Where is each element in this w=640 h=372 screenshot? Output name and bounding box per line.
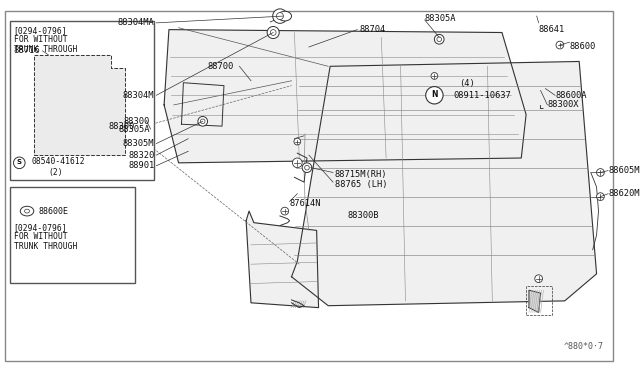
- Ellipse shape: [292, 158, 302, 168]
- Text: [0294-0796]: [0294-0796]: [13, 26, 67, 35]
- Ellipse shape: [437, 37, 442, 42]
- Text: 88600E: 88600E: [38, 206, 68, 216]
- Text: ^880*0·7: ^880*0·7: [563, 342, 604, 351]
- Text: TRUNK THROUGH: TRUNK THROUGH: [13, 45, 77, 54]
- Polygon shape: [246, 211, 319, 308]
- Ellipse shape: [273, 9, 287, 23]
- Polygon shape: [529, 290, 541, 312]
- Text: 88765 (LH): 88765 (LH): [335, 180, 387, 189]
- Text: N: N: [431, 90, 438, 99]
- Text: 88304MA: 88304MA: [118, 18, 154, 28]
- Text: 88901: 88901: [128, 161, 154, 170]
- Text: [0294-0796]: [0294-0796]: [13, 223, 67, 232]
- Ellipse shape: [305, 165, 309, 170]
- Ellipse shape: [106, 139, 116, 148]
- Text: 88715M(RH): 88715M(RH): [335, 170, 387, 179]
- Ellipse shape: [278, 11, 292, 21]
- Text: FOR WITHOUT: FOR WITHOUT: [13, 232, 67, 241]
- Text: 88300B: 88300B: [348, 211, 379, 221]
- Bar: [10, 187, 135, 283]
- Text: 88305M: 88305M: [123, 139, 154, 148]
- Ellipse shape: [276, 13, 284, 20]
- Ellipse shape: [535, 275, 543, 282]
- Text: 88300: 88300: [124, 117, 150, 126]
- Text: 88700: 88700: [207, 62, 234, 71]
- Ellipse shape: [24, 209, 29, 213]
- Polygon shape: [164, 30, 526, 163]
- Ellipse shape: [435, 35, 444, 44]
- Bar: [10, 21, 154, 180]
- Text: 88305A: 88305A: [425, 13, 456, 23]
- Text: 88605M: 88605M: [608, 166, 639, 175]
- Text: TRUNK THROUGH: TRUNK THROUGH: [13, 242, 77, 251]
- Text: (4): (4): [460, 79, 476, 88]
- Ellipse shape: [596, 169, 604, 176]
- Ellipse shape: [267, 26, 279, 39]
- Text: 88320: 88320: [128, 151, 154, 160]
- Ellipse shape: [20, 206, 34, 216]
- Ellipse shape: [198, 116, 207, 126]
- Ellipse shape: [556, 41, 564, 49]
- Ellipse shape: [142, 116, 152, 126]
- Ellipse shape: [145, 119, 149, 124]
- Text: 88716: 88716: [13, 46, 40, 55]
- Ellipse shape: [302, 163, 312, 173]
- Text: FOR WITHOUT: FOR WITHOUT: [13, 35, 67, 44]
- Text: 88620M: 88620M: [608, 189, 639, 198]
- Ellipse shape: [596, 193, 604, 201]
- Text: 88305A: 88305A: [118, 125, 150, 134]
- Text: ⌞: ⌞: [538, 100, 543, 110]
- Text: 88300: 88300: [109, 122, 135, 131]
- Ellipse shape: [200, 119, 205, 124]
- Ellipse shape: [294, 138, 301, 145]
- Text: 08540-41612: 08540-41612: [32, 157, 86, 166]
- Text: 08911-10637: 08911-10637: [454, 91, 511, 100]
- Text: 88304M: 88304M: [123, 91, 154, 100]
- Text: 88641: 88641: [539, 25, 565, 34]
- Text: 88600A: 88600A: [555, 91, 586, 100]
- Polygon shape: [34, 55, 125, 155]
- Polygon shape: [292, 61, 596, 306]
- Ellipse shape: [431, 73, 438, 79]
- Ellipse shape: [426, 87, 443, 104]
- Text: 88704: 88704: [359, 25, 385, 34]
- Ellipse shape: [270, 30, 276, 35]
- Ellipse shape: [281, 207, 289, 215]
- Text: (2): (2): [48, 168, 63, 177]
- Ellipse shape: [13, 157, 25, 169]
- Text: 87614N: 87614N: [289, 199, 321, 208]
- Text: 88300X: 88300X: [547, 100, 579, 109]
- Text: 88600: 88600: [570, 42, 596, 51]
- Text: S: S: [17, 159, 22, 165]
